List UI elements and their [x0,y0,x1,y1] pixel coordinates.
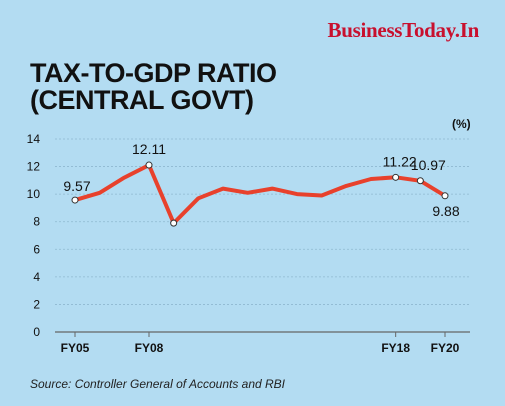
chart-title: TAX-TO-GDP RATIO (CENTRAL GOVT) [30,60,277,114]
chart-title-line-2: (CENTRAL GOVT) [30,85,254,115]
y-tick-label-4: 4 [33,270,40,284]
data-point-fy08 [145,161,153,169]
y-tick-label-10: 10 [27,187,41,201]
data-label-fy19: 10.97 [411,157,446,173]
series-line-0 [73,163,447,226]
y-tick-label-8: 8 [33,215,40,229]
y-tick-label-14: 14 [27,132,41,146]
data-label-fy08: 12.11 [132,141,166,157]
data-label-fy05: 9.57 [63,178,90,194]
y-tick-label-6: 6 [33,242,40,256]
brand-logo: BusinessToday.In [327,18,480,42]
data-point-fy19 [416,177,424,185]
data-point-fy18 [392,173,400,181]
data-point-fy20 [441,192,449,200]
data-label-fy18: 11.22 [383,153,417,169]
y-tick-label-2: 2 [33,297,40,311]
x-tick-label-fy18: FY18 [381,341,410,355]
x-tick-label-fy20: FY20 [431,341,460,355]
x-tick-label-fy08: FY08 [135,341,164,355]
data-point-fy09 [170,219,178,227]
y-tick-label-12: 12 [27,160,41,174]
source-note: Source: Controller General of Accounts a… [30,377,286,391]
data-label-fy20: 9.88 [432,203,459,219]
chart-title-line-1: TAX-TO-GDP RATIO [30,58,277,88]
y-tick-label-0: 0 [33,325,40,339]
data-point-fy05 [71,196,79,204]
unit-label: (%) [452,117,471,131]
x-tick-label-fy05: FY05 [61,341,90,355]
